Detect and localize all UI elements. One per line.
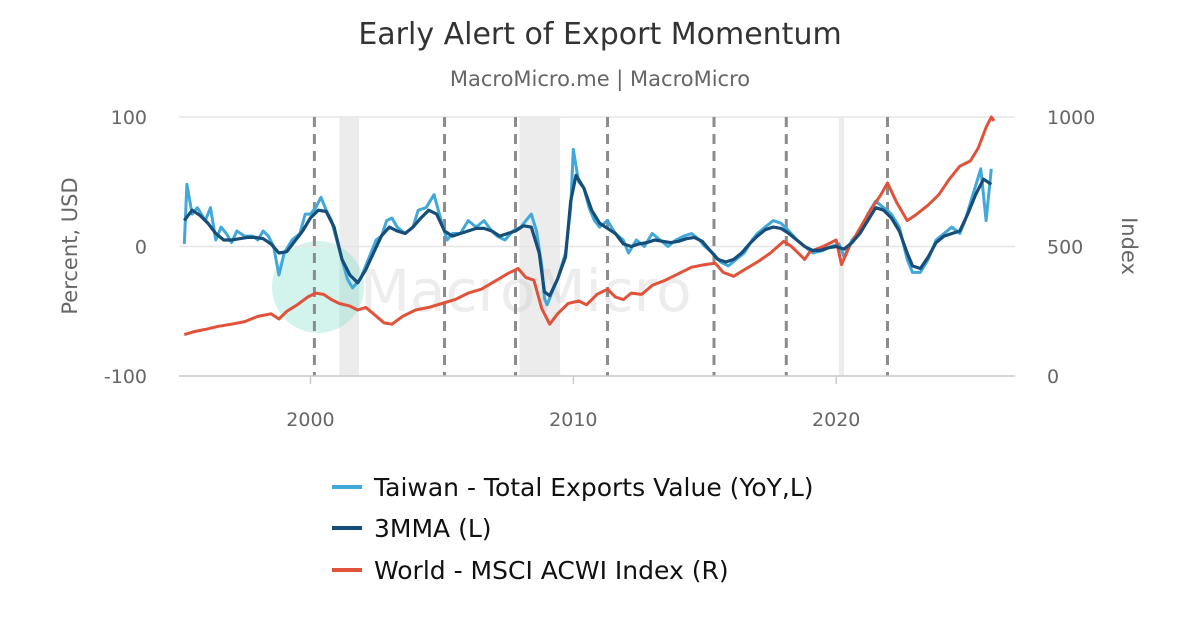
y-left-axis-title: Percent, USD — [58, 177, 82, 314]
chart-subtitle: MacroMicro.me | MacroMicro — [450, 67, 750, 92]
chart-title: Early Alert of Export Momentum — [358, 17, 841, 52]
legend-label-1: 3MMA (L) — [374, 514, 492, 543]
series — [182, 115, 996, 337]
y-left-tick-label-2: -100 — [104, 366, 147, 388]
y-right-tick-label-0: 1000 — [1047, 107, 1095, 129]
x-tick-label-1: 2010 — [549, 409, 597, 431]
gridlines — [179, 116, 1015, 377]
y-right-axis-title: Index — [1117, 217, 1141, 275]
alert-lines — [312, 117, 889, 376]
legend-item-0: Taiwan - Total Exports Value (YoY,L) — [332, 473, 814, 502]
legend: Taiwan - Total Exports Value (YoY,L) 3MMA… — [332, 473, 814, 585]
watermark-text: MacroMicro — [360, 257, 692, 325]
legend-label-2: World - MSCI ACWI Index (R) — [374, 556, 729, 585]
series-line-1 — [183, 173, 993, 298]
legend-item-2: World - MSCI ACWI Index (R) — [332, 556, 729, 585]
y-left-tick-label-0: 100 — [111, 107, 147, 129]
x-tick-label-0: 2000 — [286, 409, 334, 431]
legend-item-1: 3MMA (L) — [332, 514, 492, 543]
y-right-tick-label-2: 0 — [1047, 366, 1059, 388]
y-left-tick-label-1: 0 — [135, 237, 147, 259]
series-line-0 — [182, 147, 993, 307]
watermark: MacroMicro — [272, 241, 692, 333]
series-line-2 — [183, 115, 996, 337]
x-tick-label-2: 2020 — [812, 409, 860, 431]
legend-label-0: Taiwan - Total Exports Value (YoY,L) — [373, 473, 814, 502]
y-right-tick-label-1: 500 — [1047, 237, 1083, 259]
watermark-logo-icon — [272, 241, 364, 333]
